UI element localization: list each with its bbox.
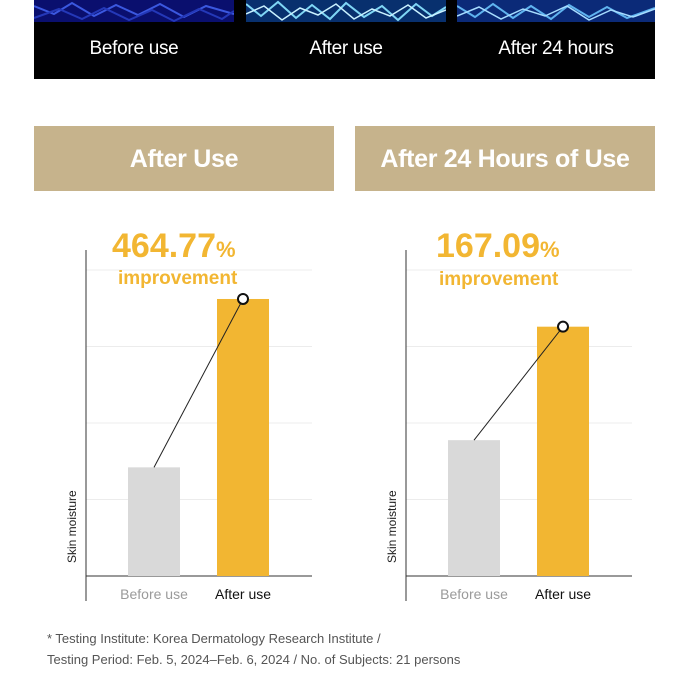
before-use-label: Before use [89, 38, 179, 59]
improvement-unit: % [540, 237, 560, 262]
improvement-label: improvement [118, 268, 238, 289]
after-use-bar [217, 298, 269, 576]
after-use-tick-label: After use [215, 586, 271, 602]
after-24-hours-label: After 24 hours [498, 38, 614, 59]
after-use-bar [537, 326, 589, 576]
y-axis-label: Skin moisture [65, 490, 79, 563]
improvement-unit: % [216, 237, 236, 262]
before-after-photo-strip: Before use After use After 24 hours [34, 0, 655, 79]
improvement-value: 167.09% [436, 227, 560, 265]
improvement-value: 464.77% [112, 227, 236, 265]
after-use-label: After use [309, 38, 383, 59]
before-use-bar [128, 467, 180, 576]
after-use-marker [237, 292, 249, 305]
after-use-marker [557, 320, 569, 333]
before-use-tick-label: Before use [440, 586, 508, 602]
before-use-bar [448, 440, 500, 576]
after-24-hours-banner: After 24 Hours of Use [355, 126, 655, 191]
trend-line [153, 298, 244, 468]
y-axis-label: Skin moisture [385, 490, 399, 563]
before-use-tick-label: Before use [120, 586, 188, 602]
before-use-photo [34, 0, 234, 22]
after-24-hours-chart: Before use After use Skin moisture 167.09% i… [385, 227, 632, 602]
improvement-label: improvement [439, 269, 559, 290]
trend-line [473, 326, 564, 441]
after-use-photo [246, 0, 446, 22]
after-use-banner: After Use [34, 126, 334, 191]
testing-period-note: Testing Period: Feb. 5, 2024–Feb. 6, 202… [47, 652, 461, 667]
after-24-hours-photo [457, 0, 655, 22]
after-use-chart: Before use After use Skin moisture 464.77% i… [65, 227, 312, 602]
testing-institute-note: * Testing Institute: Korea Dermatology R… [47, 631, 381, 646]
after-use-tick-label: After use [535, 586, 591, 602]
